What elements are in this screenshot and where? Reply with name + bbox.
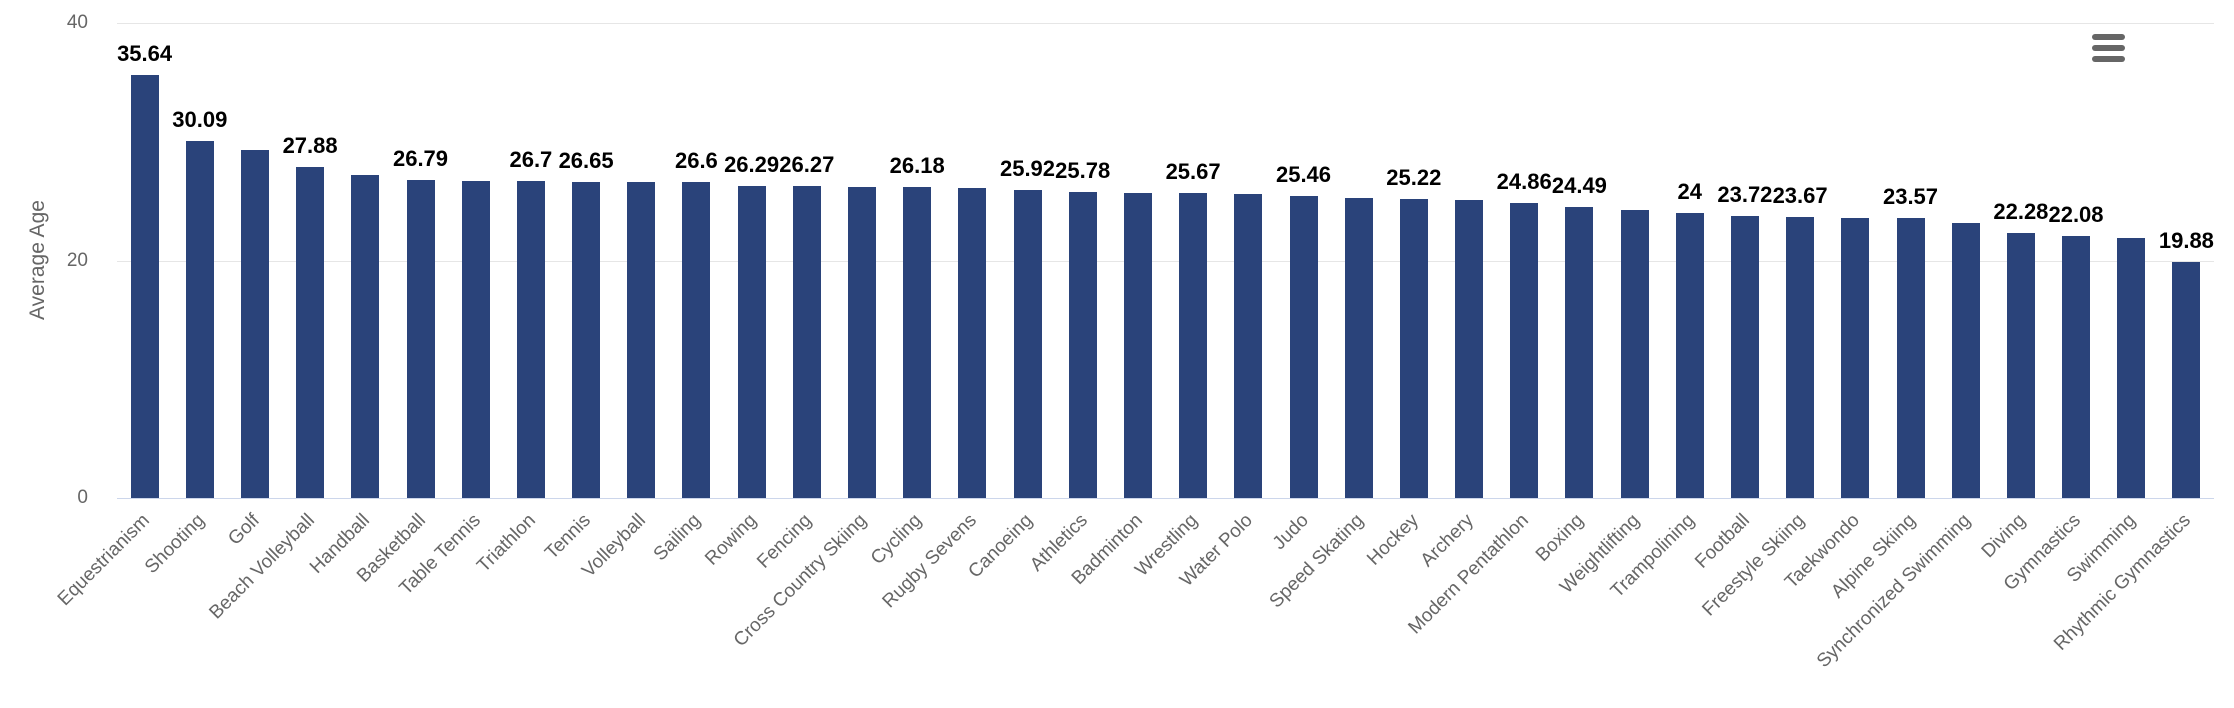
value-label-rhythmic-gymnastics: 19.88: [2158, 227, 2214, 253]
bar-boxing[interactable]: [1565, 207, 1594, 498]
value-label-alpine-skiing: 23.57: [1882, 184, 1939, 210]
value-label-canoeing: 25.92: [999, 156, 1056, 182]
value-label-gymnastics: 22.08: [2048, 201, 2104, 227]
value-label-trampolining: 24: [1677, 179, 1703, 204]
value-label-hockey: 25.22: [1386, 164, 1442, 190]
bar-trampolining[interactable]: [1675, 213, 1704, 498]
value-label-wrestling: 25.67: [1165, 159, 1221, 185]
bar-handball[interactable]: [351, 175, 380, 498]
bar-sailing[interactable]: [682, 182, 711, 498]
value-label-judo: 25.46: [1275, 161, 1332, 187]
x-axis-label-equestrianism: Equestrianism: [53, 510, 154, 610]
bar-volleyball[interactable]: [627, 181, 656, 498]
bar-taekwondo[interactable]: [1841, 217, 1870, 499]
value-label-beach-volleyball: 27.88: [282, 132, 338, 158]
bar-swimming[interactable]: [2117, 237, 2146, 498]
value-label-athletics: 25.78: [1055, 157, 1111, 183]
value-label-boxing: 24.49: [1551, 173, 1607, 199]
bar-equestrianism[interactable]: [130, 74, 159, 498]
bar-cycling[interactable]: [903, 187, 932, 498]
y-tick-label-20: 20: [66, 249, 88, 271]
bar-canoeing[interactable]: [1013, 190, 1042, 498]
bar-athletics[interactable]: [1068, 191, 1097, 498]
bar-speed-skating[interactable]: [1344, 197, 1373, 498]
bar-rhythmic-gymnastics[interactable]: [2172, 261, 2201, 498]
x-axis-line: [117, 498, 2214, 499]
bar-freestyle-skiing[interactable]: [1786, 216, 1815, 498]
gridline-40: [117, 23, 2214, 24]
bar-wrestling[interactable]: [1179, 193, 1208, 498]
chart-context-menu-button[interactable]: [2086, 28, 2131, 68]
bar-shooting[interactable]: [185, 140, 214, 498]
value-label-modern-pentathlon: 24.86: [1496, 168, 1552, 194]
gridline-20: [117, 260, 2214, 262]
value-label-shooting: 30.09: [172, 106, 228, 132]
y-tick-label-0: 0: [77, 487, 88, 508]
bar-diving[interactable]: [2006, 233, 2035, 498]
bar-football[interactable]: [1730, 216, 1759, 498]
bar-judo[interactable]: [1289, 195, 1318, 498]
bar-tennis[interactable]: [572, 181, 601, 498]
bar-gymnastics[interactable]: [2062, 235, 2090, 498]
bar-table-tennis[interactable]: [461, 180, 490, 498]
value-label-equestrianism: 35.64: [117, 40, 173, 66]
bar-water-polo[interactable]: [1234, 194, 1263, 498]
bar-modern-pentathlon[interactable]: [1510, 202, 1539, 498]
value-label-cycling: 26.18: [889, 153, 945, 179]
hamburger-menu-icon: [2092, 34, 2125, 62]
value-label-freestyle-skiing: 23.67: [1772, 182, 1828, 208]
bar-rowing[interactable]: [737, 185, 766, 498]
value-label-triathlon: 26.7: [509, 146, 553, 172]
bar-weightlifting[interactable]: [1620, 209, 1649, 498]
bar-hockey[interactable]: [1399, 198, 1428, 498]
value-label-football: 23.72: [1717, 182, 1773, 208]
bar-badminton[interactable]: [1123, 192, 1152, 498]
y-tick-label-40: 40: [66, 12, 88, 33]
bar-fencing[interactable]: [792, 186, 821, 498]
bar-basketball[interactable]: [406, 179, 435, 498]
bar-triathlon[interactable]: [516, 180, 545, 498]
bar-beach-volleyball[interactable]: [296, 166, 325, 498]
value-label-fencing: 26.27: [779, 152, 835, 177]
value-label-diving: 22.28: [1993, 199, 2049, 225]
bar-archery[interactable]: [1455, 200, 1483, 498]
bar-cross-country-skiing[interactable]: [848, 186, 876, 498]
value-label-tennis: 26.65: [558, 147, 614, 173]
bar-golf[interactable]: [241, 149, 269, 498]
bar-rugby-sevens[interactable]: [958, 188, 987, 498]
value-label-rowing: 26.29: [724, 151, 780, 177]
bar-synchronized-swimming[interactable]: [1951, 223, 1980, 498]
value-label-basketball: 26.79: [392, 145, 449, 171]
bar-alpine-skiing[interactable]: [1896, 218, 1925, 498]
value-label-sailing: 26.6: [674, 148, 718, 174]
